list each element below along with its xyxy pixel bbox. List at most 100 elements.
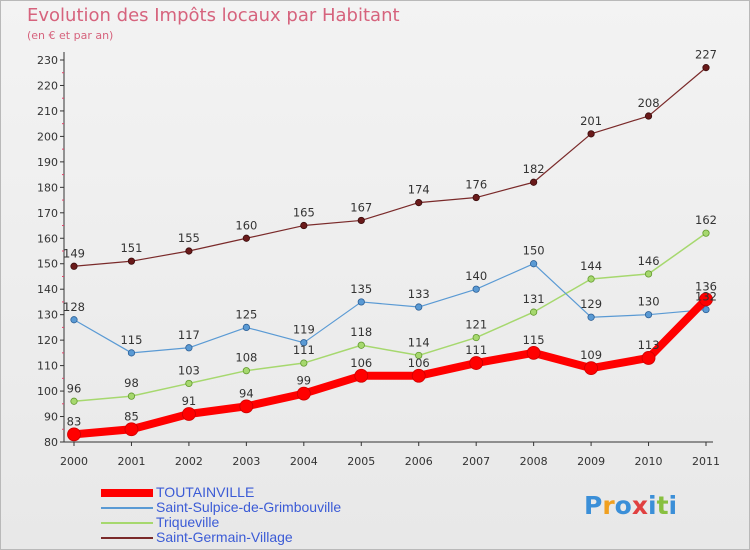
series-triqueville	[70, 229, 710, 405]
data-point	[530, 260, 538, 268]
data-point	[239, 399, 254, 414]
data-point	[587, 130, 595, 138]
series-layer	[67, 64, 713, 442]
data-point	[702, 229, 710, 237]
legend-swatch-saint-germain	[101, 537, 153, 539]
data-label: 118	[350, 325, 372, 339]
legend-label-saint-germain: Saint-Germain-Village	[156, 529, 293, 545]
y-tick-label: 220	[37, 79, 58, 92]
y-tick-label: 150	[37, 258, 58, 271]
data-point	[300, 359, 308, 367]
data-label: 176	[465, 178, 487, 192]
data-label: 108	[235, 351, 257, 365]
data-label: 155	[178, 231, 200, 245]
y-tick-label: 190	[37, 156, 58, 169]
data-point	[415, 351, 423, 360]
y-tick-label: 120	[37, 334, 58, 347]
series-line-saint-sulpice	[73, 263, 707, 354]
data-label: 96	[67, 381, 82, 395]
x-tick-label: 2010	[635, 455, 663, 468]
logo-letter: x	[631, 491, 648, 520]
data-label: 150	[523, 244, 545, 258]
logo-letter: r	[602, 491, 615, 520]
data-label: 165	[293, 206, 315, 220]
logo-letter: o	[614, 491, 632, 520]
x-tick-label: 2006	[405, 455, 433, 468]
data-point	[185, 379, 193, 388]
data-point	[587, 313, 595, 321]
data-point	[185, 344, 193, 352]
data-labels: 149 151 155 160 165 167 174 176 182 201 208 227 96 98…	[63, 48, 717, 429]
series-line-toutainville	[73, 296, 709, 439]
series-saint-germain	[70, 64, 710, 270]
chart-subtitle: (en € et par an)	[27, 29, 114, 42]
data-label: 135	[350, 282, 372, 296]
x-tick-label: 2011	[692, 455, 720, 468]
y-tick-label: 160	[37, 232, 58, 245]
data-label: 113	[638, 338, 660, 352]
data-point	[530, 308, 538, 316]
data-point	[644, 112, 653, 120]
data-label: 83	[67, 414, 82, 428]
data-point	[70, 262, 78, 270]
data-label: 133	[408, 287, 430, 301]
data-label: 85	[124, 409, 139, 423]
x-tick-label: 2004	[290, 455, 318, 468]
data-label: 144	[580, 259, 602, 273]
series-line-saint-germain	[73, 67, 707, 267]
data-label: 130	[638, 295, 660, 309]
data-label: 162	[695, 213, 717, 227]
data-point	[185, 247, 193, 255]
data-label: 125	[235, 307, 257, 321]
data-point	[415, 199, 423, 207]
data-label: 174	[408, 183, 430, 197]
data-point	[127, 349, 136, 357]
data-label: 94	[239, 386, 254, 400]
data-point	[644, 311, 653, 319]
data-label: 129	[580, 297, 602, 311]
data-point	[472, 193, 480, 202]
data-point	[526, 345, 541, 360]
data-point	[411, 368, 426, 383]
legend-swatch-triqueville	[101, 522, 153, 524]
data-point	[354, 368, 369, 383]
data-point	[357, 216, 365, 225]
y-tick-label: 200	[37, 130, 58, 143]
data-label: 117	[178, 328, 200, 342]
data-point	[702, 305, 710, 314]
data-label: 132	[695, 290, 717, 304]
logo-letter: i	[648, 491, 657, 520]
legend: TOUTAINVILLE Saint-Sulpice-de-Grimbouvil…	[101, 484, 431, 545]
x-tick-label: 2009	[577, 455, 605, 468]
data-label: 119	[293, 323, 315, 337]
data-point	[242, 234, 250, 242]
data-point	[127, 392, 136, 400]
logo-letter: P	[584, 491, 603, 520]
data-label: 98	[124, 376, 139, 390]
legend-item-triqueville: Triqueville	[101, 514, 431, 530]
data-point	[300, 221, 308, 230]
data-label: 167	[350, 200, 372, 214]
y-tick-label: 90	[44, 411, 58, 424]
data-label: 91	[182, 394, 197, 408]
data-point	[357, 341, 365, 349]
series-toutainville	[67, 292, 713, 442]
data-label: 115	[120, 333, 142, 347]
data-label: 109	[580, 348, 602, 362]
x-tick-label: 2002	[175, 455, 203, 468]
data-point	[472, 333, 480, 342]
data-point	[699, 292, 713, 307]
legend-label-toutainville: TOUTAINVILLE	[156, 484, 255, 500]
chart-title: Evolution des Impôts locaux par Habitant	[27, 5, 400, 26]
y-tick-label: 80	[44, 436, 58, 449]
data-label: 114	[408, 335, 430, 349]
data-label: 103	[178, 363, 200, 377]
y-tick-label: 180	[37, 181, 58, 194]
data-label: 140	[465, 269, 487, 283]
data-label: 160	[235, 218, 257, 232]
legend-label-triqueville: Triqueville	[156, 514, 220, 530]
legend-swatch-saint-sulpice	[101, 507, 153, 509]
x-tick-label: 2001	[117, 455, 145, 468]
